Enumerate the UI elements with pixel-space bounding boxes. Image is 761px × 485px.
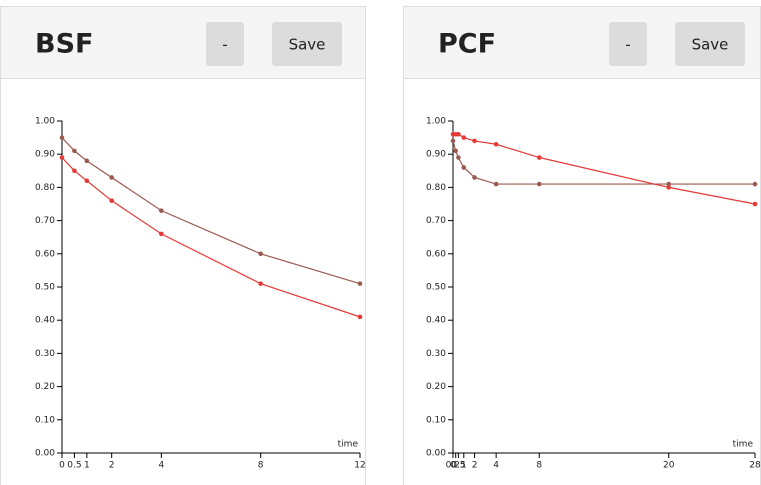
data-point [59,155,65,160]
data-point [461,165,467,170]
y-tick-label: 0.60 [426,249,446,259]
y-tick-label: 0.80 [426,183,446,193]
y-tick-label: 0.30 [426,349,446,359]
data-point [258,281,263,286]
y-tick-label: 0.10 [426,415,446,425]
y-tick-label: 0.20 [35,382,55,392]
data-point [453,148,458,154]
data-point [357,314,363,320]
x-tick-label: 4 [493,461,499,471]
x-tick-label: 4 [158,461,164,471]
x-tick-label: 8 [258,461,264,471]
button[interactable] [206,22,244,66]
y-tick-label: 0.20 [426,382,446,392]
y-tick-label: 1.00 [426,117,446,127]
data-point [109,175,114,180]
data-point [666,185,672,190]
panel-title: BSF [35,29,93,60]
x-tick-label: 1 [461,461,467,471]
x-tick-label: 0 [59,461,65,471]
data-point [493,141,499,147]
panel-title: PCF [438,29,496,60]
data-point [666,181,672,187]
data-point [752,181,758,187]
data-point [493,181,499,187]
data-point [84,158,90,164]
x-axis-label: time [733,440,754,450]
x-tick-label: 0.5 [67,461,81,471]
data-point [472,138,477,144]
y-tick-label: 0.00 [35,449,55,459]
button[interactable] [675,22,745,66]
data-point [159,231,164,237]
button-label[interactable]: Save [692,36,729,54]
x-tick-label: 28 [749,461,761,471]
x-tick-label: 20 [663,461,675,471]
data-point [109,198,114,203]
data-point [59,135,65,140]
button[interactable] [609,22,647,66]
data-point [450,138,456,144]
x-tick-label: 8 [536,461,542,471]
x-tick-label: 0.25 [446,461,466,471]
x-tick-label: 12 [354,461,365,471]
data-point [456,155,461,160]
data-point [472,175,477,180]
y-tick-label: 0.40 [35,316,55,326]
data-point [72,148,77,154]
data-point [72,168,77,174]
y-tick-label: 0.00 [426,449,446,459]
y-tick-label: 0.90 [35,150,55,160]
data-point [456,131,461,137]
y-tick-label: 0.70 [35,216,55,226]
button-label[interactable]: - [625,36,630,54]
button-label[interactable]: Save [289,36,326,54]
y-tick-label: 0.30 [35,349,55,359]
data-point [258,251,263,257]
y-tick-label: 0.80 [35,183,55,193]
data-point [357,281,363,286]
y-tick-label: 0.50 [426,283,446,293]
x-axis-label: time [338,440,359,450]
y-tick-label: 0.50 [35,283,55,293]
data-point [159,208,164,213]
y-tick-label: 1.00 [35,117,55,127]
data-point [536,181,542,187]
data-point [752,201,758,207]
x-tick-label: 0 [450,461,456,471]
button[interactable] [272,22,342,66]
y-tick-label: 0.10 [35,415,55,425]
y-tick-label: 0.70 [426,216,446,226]
panel [403,6,761,485]
data-point [461,135,467,140]
x-tick-label: 0.5 [451,461,465,471]
y-tick-label: 0.40 [426,316,446,326]
x-tick-label: 1 [84,461,90,471]
x-tick-label: 2 [109,461,115,471]
x-tick-label: 2 [472,461,478,471]
data-point [84,178,90,184]
button-label[interactable]: - [222,36,227,54]
data-point [536,155,542,160]
y-tick-label: 0.90 [426,150,446,160]
y-tick-label: 0.60 [35,249,55,259]
panel [0,6,366,485]
